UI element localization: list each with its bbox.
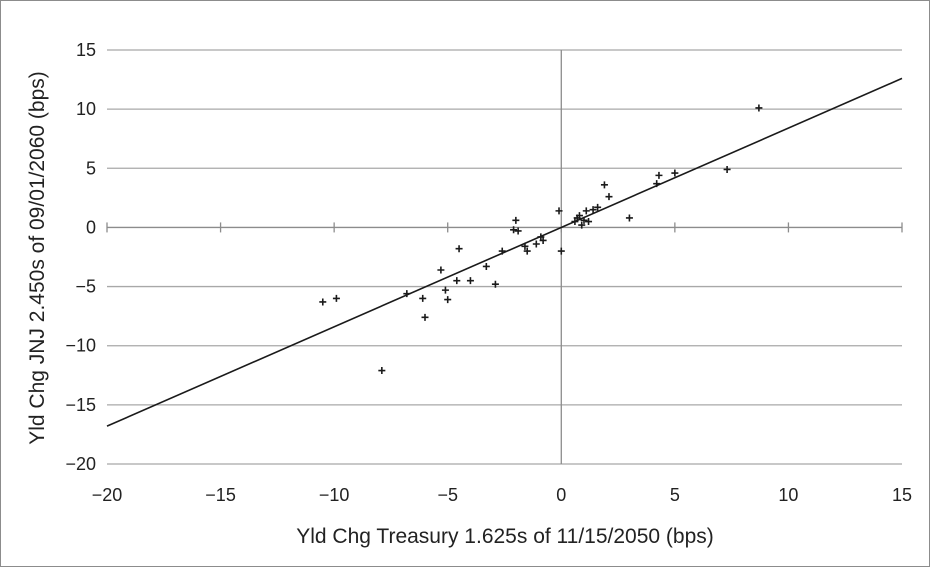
data-point: [512, 216, 520, 224]
data-point: [498, 247, 506, 255]
data-point: [571, 218, 579, 226]
data-points: [319, 104, 763, 375]
data-point: [319, 298, 327, 306]
x-tick-label: 10: [778, 485, 798, 505]
x-axis-title: Yld Chg Treasury 1.625s of 11/15/2050 (b…: [296, 525, 714, 548]
x-tick-label: 15: [892, 485, 912, 505]
data-point: [625, 214, 633, 222]
y-tick-label: −15: [65, 395, 96, 415]
regression-line: [106, 77, 903, 427]
data-point: [419, 294, 427, 302]
data-point: [605, 193, 613, 201]
data-point: [580, 216, 588, 224]
data-point: [403, 290, 411, 298]
data-point: [466, 277, 474, 285]
data-point: [491, 280, 499, 288]
x-tick-label: −15: [205, 485, 236, 505]
data-point: [514, 227, 522, 235]
x-tick-label: −5: [437, 485, 458, 505]
data-point: [537, 233, 545, 241]
data-point: [521, 242, 529, 250]
data-point: [589, 206, 597, 214]
data-point: [421, 313, 429, 321]
data-point: [555, 207, 563, 215]
y-tick-label: −5: [75, 277, 96, 297]
data-point: [437, 266, 445, 274]
data-point: [600, 181, 608, 189]
data-point: [482, 262, 490, 270]
data-point: [332, 294, 340, 302]
data-point: [594, 203, 602, 211]
data-point: [575, 212, 583, 220]
data-point: [378, 367, 386, 375]
y-tick-label: −20: [65, 454, 96, 474]
x-tick-label: −20: [92, 485, 123, 505]
data-point: [441, 286, 449, 294]
data-point: [455, 245, 463, 253]
data-point: [453, 277, 461, 285]
gridlines: [107, 49, 902, 465]
y-axis-title: Yld Chg JNJ 2.450s of 09/01/2060 (bps): [26, 71, 49, 445]
data-point: [723, 165, 731, 173]
y-tick-label: 15: [76, 40, 96, 60]
data-point: [755, 104, 763, 112]
regression-line-group: [106, 77, 903, 427]
y-tick-label: 5: [86, 158, 96, 178]
data-point: [655, 171, 663, 179]
axes: [106, 50, 903, 464]
data-point: [585, 218, 593, 226]
x-tick-label: −10: [319, 485, 350, 505]
data-point: [532, 240, 540, 248]
data-point: [671, 169, 679, 177]
data-point: [578, 221, 586, 229]
x-tick-label: 0: [556, 485, 566, 505]
y-tick-label: −10: [65, 336, 96, 356]
y-tick-label: 10: [76, 99, 96, 119]
y-tick-label: 0: [86, 217, 96, 237]
data-point: [557, 247, 565, 255]
data-point: [444, 296, 452, 304]
data-point: [539, 236, 547, 244]
data-point: [510, 226, 518, 234]
x-tick-label: 5: [670, 485, 680, 505]
data-point: [582, 207, 590, 215]
data-point: [653, 180, 661, 188]
tick-labels: −20 −15 −10 −5 0 5 10 15 15 10 5 0 −5 −10 −15 −20: [65, 40, 912, 505]
data-point: [523, 247, 531, 255]
